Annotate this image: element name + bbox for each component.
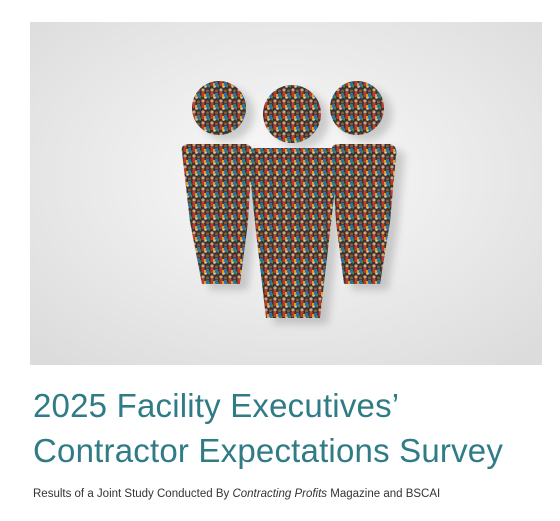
subtitle-text: Results of a Joint Study Conducted By [33, 488, 233, 500]
head-left [192, 81, 246, 135]
body-center [247, 148, 339, 318]
title-line: Contractor Expectations Survey [33, 432, 504, 469]
cover-image [30, 22, 542, 365]
body-right [331, 144, 397, 284]
body-left [181, 144, 253, 284]
head-center [263, 85, 321, 143]
subtitle: Results of a Joint Study Conducted By Co… [33, 488, 440, 500]
publication-name: Contracting Profits [232, 488, 328, 500]
title-line: 2025 Facility Executives’ [33, 387, 400, 424]
crowd-figures [181, 81, 397, 318]
head-right [330, 81, 384, 135]
subtitle-text: Magazine and BSCAI [327, 488, 441, 500]
